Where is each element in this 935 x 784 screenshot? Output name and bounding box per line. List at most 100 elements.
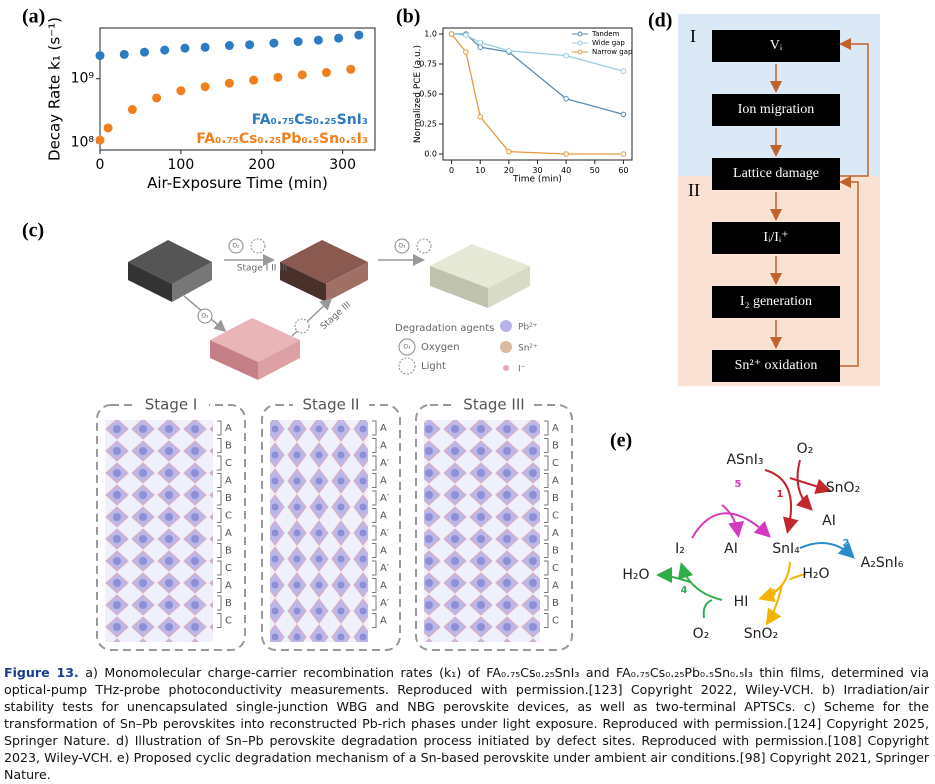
layer-label: B bbox=[552, 598, 559, 609]
data-point bbox=[563, 96, 569, 102]
legend-swatch bbox=[577, 40, 583, 46]
species-label: HI bbox=[734, 594, 749, 610]
layer-bracket bbox=[372, 613, 377, 628]
layer-bracket bbox=[372, 543, 377, 558]
layer-label: B bbox=[552, 493, 559, 504]
layer-label: A bbox=[552, 581, 559, 592]
data-point bbox=[293, 37, 303, 47]
layer-label: B bbox=[225, 441, 232, 452]
legend-swatch bbox=[577, 49, 583, 55]
step-number: 2 bbox=[843, 538, 850, 549]
flow-box bbox=[712, 158, 840, 190]
panel-label: (e) bbox=[610, 430, 632, 452]
icon-text: O₂ bbox=[398, 243, 406, 250]
panel-label: (c) bbox=[22, 220, 44, 242]
layer-bracket bbox=[372, 595, 377, 611]
layer-bracket bbox=[372, 560, 377, 576]
layer-label: A bbox=[380, 581, 387, 592]
data-point bbox=[95, 135, 105, 145]
layer-label: B bbox=[225, 493, 232, 504]
blocks bbox=[128, 240, 530, 380]
legend-title: Degradation agents bbox=[395, 323, 494, 334]
data-point bbox=[160, 45, 170, 55]
data-point bbox=[354, 30, 364, 40]
layer-label: A′ bbox=[380, 598, 390, 609]
flow-label: Iᵢ/Iᵢ⁺ bbox=[763, 230, 788, 245]
layer-bracket bbox=[544, 438, 549, 453]
layer-label: C bbox=[552, 616, 559, 627]
layer-label: A bbox=[552, 476, 559, 487]
x-tick-label: 300 bbox=[329, 157, 356, 173]
y-tick-label: 0.50 bbox=[419, 90, 437, 99]
layer-bracket bbox=[217, 490, 222, 506]
icon-text: O₂ bbox=[403, 344, 411, 351]
flow-box bbox=[712, 30, 840, 62]
layer-label: C bbox=[225, 458, 232, 469]
region-label: I bbox=[690, 26, 696, 46]
layer-label: B bbox=[552, 441, 559, 452]
title-bg bbox=[456, 396, 532, 414]
x-axis-label: Air-Exposure Time (min) bbox=[147, 174, 328, 192]
layer-bracket bbox=[544, 613, 549, 628]
layer-bracket bbox=[544, 473, 549, 488]
layer-bracket bbox=[217, 455, 222, 471]
arrow-label: Stage I II III bbox=[237, 264, 288, 274]
layer-label: A bbox=[552, 528, 559, 539]
flow-label: Lattice damage bbox=[733, 166, 819, 181]
data-point bbox=[321, 68, 331, 78]
data-point bbox=[127, 105, 137, 115]
layer-bracket bbox=[217, 508, 222, 523]
flow-label: Sn²⁺ oxidation bbox=[735, 358, 818, 373]
caption-label: Figure 13. bbox=[4, 665, 79, 680]
data-point bbox=[620, 111, 627, 118]
legend-dot bbox=[500, 341, 512, 353]
data-point bbox=[506, 48, 512, 54]
y-tick-label: 0.75 bbox=[419, 60, 437, 69]
region-label: II bbox=[688, 180, 700, 200]
caption: Figure 13. a) Monomolecular charge-carri… bbox=[4, 664, 929, 783]
layer-label: B bbox=[225, 598, 232, 609]
agent-icons bbox=[197, 238, 432, 375]
figure: (a) (b) (c) (d) (e) I II Vᵢ Ion migration… bbox=[22, 6, 904, 651]
layer-bracket bbox=[544, 595, 549, 611]
data-point bbox=[95, 51, 105, 61]
species-label: AI bbox=[822, 513, 836, 529]
layer-bracket bbox=[544, 525, 549, 541]
series-line bbox=[451, 33, 624, 155]
legend-label: I⁻ bbox=[518, 365, 526, 375]
layer-label: B bbox=[225, 546, 232, 557]
flow-box bbox=[712, 286, 840, 318]
step-number: 4 bbox=[681, 585, 688, 596]
x-tick-label: 30 bbox=[532, 166, 542, 175]
layer-bracket bbox=[217, 595, 222, 611]
layer-bracket bbox=[372, 455, 377, 471]
feedback-arrow bbox=[839, 38, 869, 177]
caption-text: a) Monomolecular charge-carrier recombin… bbox=[4, 665, 929, 782]
data-point bbox=[463, 49, 469, 55]
species-label: ASnI₃ bbox=[726, 452, 763, 468]
lattice bbox=[270, 420, 368, 642]
data-point bbox=[245, 40, 255, 50]
x-tick-label: 10 bbox=[475, 166, 485, 175]
data-point bbox=[334, 33, 344, 43]
layer-bracket bbox=[544, 455, 549, 471]
data-point bbox=[346, 64, 356, 74]
title-bg bbox=[293, 396, 369, 414]
stage-title: Stage II bbox=[303, 396, 360, 414]
lattice bbox=[424, 420, 540, 642]
layer-bracket bbox=[217, 473, 222, 488]
layer-bracket bbox=[217, 420, 222, 436]
data-point bbox=[477, 114, 484, 120]
x-tick-label: 0 bbox=[449, 166, 454, 175]
species-label: SnO₂ bbox=[744, 626, 778, 642]
data-point bbox=[139, 47, 149, 57]
data-point bbox=[273, 72, 283, 82]
flow-label: Vᵢ bbox=[770, 38, 783, 53]
data-point bbox=[103, 123, 113, 133]
layer-label: C bbox=[225, 511, 232, 522]
data-point bbox=[506, 148, 512, 155]
layer-bracket bbox=[544, 508, 549, 523]
lattice bbox=[105, 420, 213, 642]
y-axis-label: Decay Rate k₁ (s⁻¹) bbox=[46, 17, 64, 161]
layer-label: A′ bbox=[380, 493, 390, 504]
